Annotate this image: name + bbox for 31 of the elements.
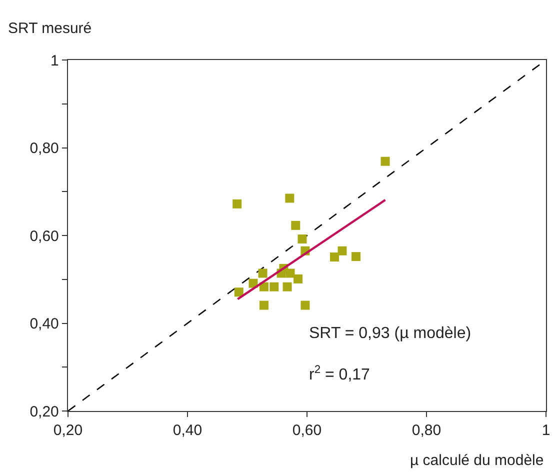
point: [234, 288, 244, 297]
x-tick-label: 0,20: [53, 422, 83, 440]
point: [259, 282, 268, 292]
point: [258, 268, 268, 278]
point: [285, 194, 294, 203]
annotation: r$^{2}$ = 0,17: [309, 364, 370, 384]
y-tick-label: 0,80: [30, 140, 59, 157]
point: [380, 156, 390, 166]
y-tick-label: 0,20: [30, 403, 59, 420]
point: [300, 300, 310, 310]
point: [298, 234, 307, 244]
annotation: SRT = 0,93 (µ modèle): [309, 325, 472, 342]
x-tick-label: 1: [542, 422, 550, 440]
y-tick-label: 1: [50, 52, 59, 70]
y-tick-label: 0,60: [30, 228, 59, 245]
point: [294, 274, 303, 284]
point: [330, 252, 339, 262]
point: [232, 199, 242, 208]
point: [270, 282, 279, 292]
x-tick-label: 0,60: [292, 422, 322, 440]
x-axis-title: µ calculé du modèle: [410, 452, 544, 469]
point: [282, 282, 292, 292]
point: [352, 252, 360, 262]
y-axis-title: SRT mesuré: [8, 20, 92, 37]
point: [291, 220, 300, 230]
x-tick-label: 0,40: [172, 422, 202, 440]
point: [338, 246, 347, 256]
point: [259, 300, 268, 310]
x-tick-label: 0,80: [412, 422, 442, 440]
point: [286, 268, 295, 278]
y-tick-label: 0,40: [30, 316, 59, 332]
